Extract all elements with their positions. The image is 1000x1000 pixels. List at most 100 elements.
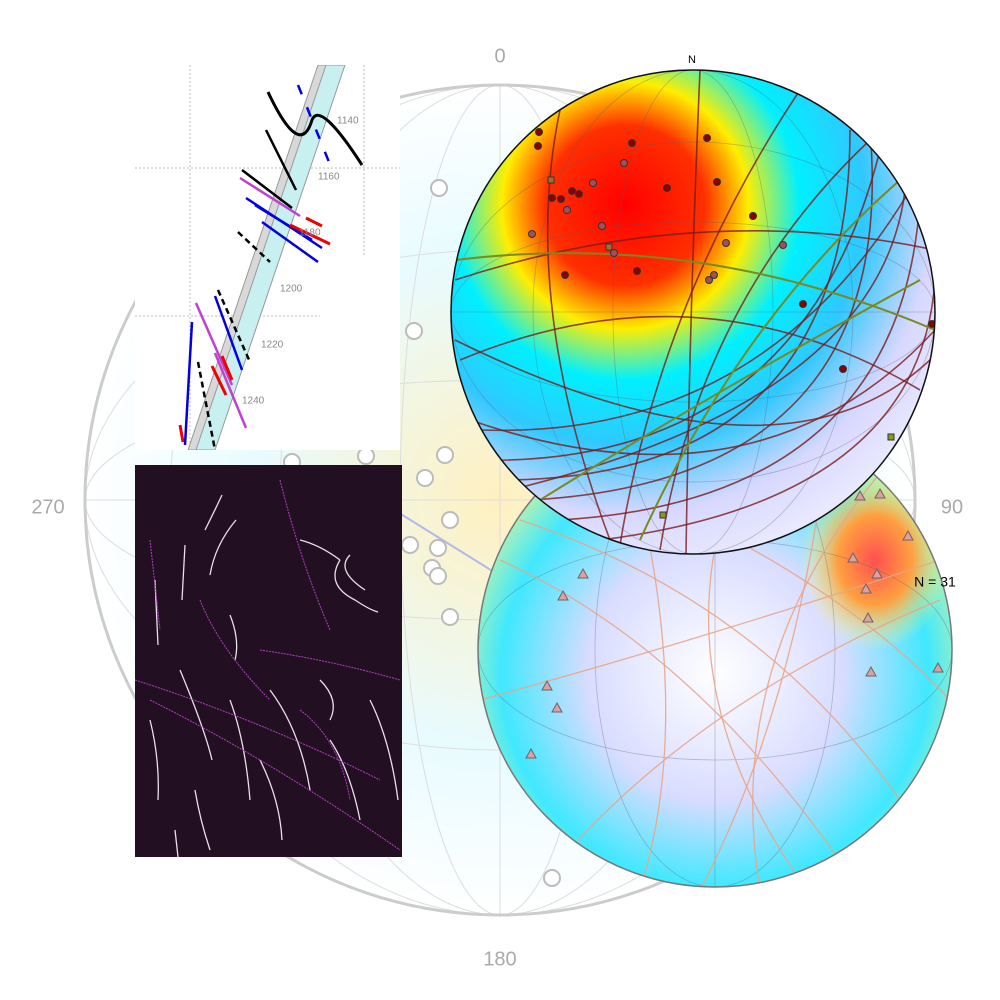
pole [610,249,618,257]
lineament [149,719,159,801]
pole [598,222,606,230]
pole [713,178,721,186]
lineament-panel [135,465,402,857]
log-trace [194,302,234,386]
compass-label: 0 [494,45,505,67]
bg-point [430,179,448,197]
lineament [344,554,366,591]
bg-point [441,608,459,626]
log-trace [220,355,234,381]
lineament [329,739,361,821]
depth-label: 1140 [337,116,359,127]
north-label: N [688,54,696,66]
great-circle [469,149,881,462]
bg-point [429,567,447,585]
pole [541,679,553,691]
great-circle [559,599,941,861]
lineament [319,679,334,721]
lineament-magenta [149,699,401,851]
bg-point [441,511,459,529]
grid-arc [451,221,935,403]
pole [548,194,556,202]
pole [779,241,787,249]
poles [525,487,944,759]
poles [528,128,935,519]
log-trace [296,84,335,173]
bg-point [401,536,419,554]
lineament [209,519,237,576]
pole [705,276,713,284]
pole [557,589,569,601]
great-circle [499,559,861,887]
great-circle-olive [539,279,921,501]
lineament [194,789,211,851]
log-trace [213,352,248,429]
grid-arc [451,141,935,483]
pole [620,159,628,167]
bg-net-outline [83,83,917,917]
log-trace [266,91,364,166]
log-trace [178,424,185,443]
pole [902,529,914,541]
lineament-magenta [299,709,351,801]
pole [854,489,866,501]
pole [663,184,671,192]
log-trace [210,365,228,396]
pole [703,134,711,142]
log-trace [196,361,217,450]
bg-points [283,179,561,887]
compass-label: 180 [483,948,516,970]
depth-label: 1160 [318,172,340,183]
pole [862,611,874,623]
pole [547,176,555,184]
great-circle [519,519,901,801]
pole [568,187,576,195]
count-label: N = 31 [914,574,956,590]
great-circle [659,139,871,551]
pole [722,239,730,247]
lineament-content [135,479,401,857]
great-circle-olive [639,179,901,541]
pole [928,320,935,328]
great-circle [479,559,941,701]
log-trace [237,231,271,263]
great-circle [546,109,611,541]
pole [563,206,571,214]
log-trace [216,289,252,363]
pole [528,230,536,238]
great-circle-olive [454,252,935,331]
great-circle [454,229,935,281]
compass-label: 90 [941,496,963,518]
lineament [174,829,179,857]
lineament [334,559,379,613]
great-circle [529,129,874,501]
lineament [369,699,399,801]
pole [534,142,542,150]
depth-label: 1220 [261,340,284,351]
great-circle [559,199,921,521]
bg-point [416,469,434,487]
log-trace [305,216,323,228]
pole [710,271,718,279]
pole [535,128,543,136]
log-trace [213,295,244,371]
great-circle [454,339,931,427]
pole [874,487,886,499]
lineament [204,494,223,531]
lineament [179,669,213,761]
pole [525,747,537,759]
pole [887,433,895,441]
upper-net-content [451,70,935,554]
log-trace [264,129,298,191]
bg-point [405,322,423,340]
depth-label: 1240 [242,396,265,407]
pole [561,271,569,279]
grid-arc [612,70,774,554]
lineament [229,699,251,801]
pole [557,195,565,203]
log-trace [261,220,319,264]
upper-net-outline [450,69,936,555]
